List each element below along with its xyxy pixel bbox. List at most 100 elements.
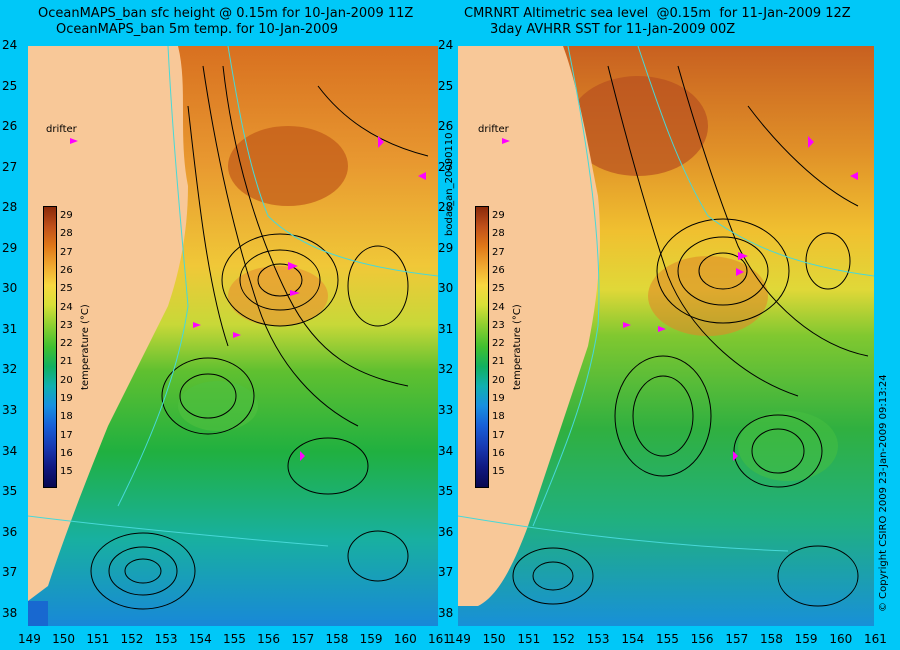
colorbar-tick: 18 bbox=[492, 411, 505, 423]
yticks-left-tick: 28 bbox=[2, 200, 18, 215]
right-map-panel bbox=[458, 46, 874, 626]
yticks-left-tick: 37 bbox=[2, 565, 18, 580]
left-map-panel bbox=[28, 46, 438, 626]
yticks-right-tick: 33 bbox=[438, 403, 454, 418]
colorbar-tick: 19 bbox=[60, 393, 73, 404]
colorbar-tick: 28 bbox=[60, 228, 73, 240]
xticks-right-tick: 152 bbox=[552, 632, 575, 646]
left-warm-core bbox=[228, 126, 348, 206]
left-drifter-marks bbox=[70, 136, 426, 461]
colorbar-tick: 20 bbox=[492, 374, 505, 386]
yticks-right-tick: 25 bbox=[438, 78, 454, 93]
left-colorbar-label: temperature (°C) bbox=[80, 304, 91, 390]
left-title-line1: OceanMAPS_ban sfc height @ 0.15m for 10-… bbox=[38, 6, 414, 21]
left-sst-contours bbox=[28, 46, 438, 547]
yticks-left-tick: 29 bbox=[2, 240, 18, 255]
xticks-left-tick: 150 bbox=[52, 632, 76, 646]
colorbar-tick: 16 bbox=[60, 447, 73, 459]
yticks-left-tick: 35 bbox=[2, 484, 18, 499]
yticks-left-tick: 36 bbox=[2, 524, 18, 539]
right-drifter-label: drifter bbox=[478, 124, 509, 135]
xticks-right-tick: 149 bbox=[448, 632, 471, 646]
yticks-right-tick: 36 bbox=[438, 524, 454, 539]
left-title-line2: OceanMAPS_ban 5m temp. for 10-Jan-2009 bbox=[56, 22, 338, 37]
left-ssh-contours bbox=[90, 65, 429, 610]
left-colorbar bbox=[43, 206, 57, 488]
right-title-line1: CMRNRT Altimetric sea level @0.15m for 1… bbox=[464, 6, 851, 21]
colorbar-tick: 17 bbox=[60, 429, 73, 441]
xticks-right-tick: 160 bbox=[829, 632, 853, 646]
xticks-left-tick: 158 bbox=[325, 632, 349, 646]
left-deep-cold bbox=[28, 601, 48, 626]
xticks-left-tick: 156 bbox=[257, 632, 281, 646]
colorbar-tick: 29 bbox=[60, 210, 73, 221]
colorbar-tick: 17 bbox=[492, 429, 505, 441]
copyright-label: © Copyright CSIRO 2009 23-Jan-2009 09:13… bbox=[878, 374, 889, 612]
right-land bbox=[458, 46, 600, 606]
yticks-left-tick: 27 bbox=[2, 159, 18, 174]
colorbar-tick: 26 bbox=[492, 264, 505, 276]
xticks-left-tick: 155 bbox=[223, 632, 246, 646]
xticks-left-tick: 154 bbox=[188, 632, 212, 646]
xticks-left-tick: 152 bbox=[120, 632, 144, 646]
xticks-right-tick: 154 bbox=[621, 632, 645, 646]
xticks-right-tick: 151 bbox=[517, 632, 541, 646]
xticks-left-tick: 161 bbox=[428, 632, 451, 646]
right-map-svg bbox=[458, 46, 874, 626]
colorbar-tick: 19 bbox=[492, 393, 505, 404]
yticks-left-tick: 24 bbox=[2, 38, 18, 52]
xticks-left-tick: 153 bbox=[154, 632, 178, 646]
yticks-left-tick: 38 bbox=[2, 605, 18, 620]
right-colorbar-label: temperature (°C) bbox=[512, 304, 523, 390]
colorbar-tick: 16 bbox=[492, 447, 505, 459]
colorbar-tick: 28 bbox=[492, 228, 505, 240]
yticks-left-tick: 34 bbox=[2, 443, 18, 458]
yticks-right-tick: 35 bbox=[438, 484, 454, 499]
colorbar-tick: 21 bbox=[492, 356, 505, 368]
xticks-right-tick: 153 bbox=[586, 632, 610, 646]
right-warm-core bbox=[568, 76, 708, 176]
colorbar-tick: 22 bbox=[60, 338, 73, 350]
xticks-right-tick: 150 bbox=[482, 632, 506, 646]
yticks-right-tick: 27 bbox=[438, 159, 454, 174]
colorbar-tick: 15 bbox=[60, 466, 73, 478]
yticks-right-tick: 24 bbox=[438, 38, 454, 52]
colorbar-tick: 20 bbox=[60, 374, 73, 386]
colorbar-tick: 15 bbox=[492, 466, 505, 478]
left-drifter-label: drifter bbox=[46, 124, 77, 135]
right-sst-contours bbox=[458, 46, 874, 552]
yticks-right-tick: 26 bbox=[438, 119, 454, 134]
xticks-left-tick: 149 bbox=[18, 632, 41, 646]
right-title-line2: 3day AVHRR SST for 11-Jan-2009 00Z bbox=[490, 22, 736, 37]
yticks-right-tick: 29 bbox=[438, 240, 454, 255]
colorbar-tick: 25 bbox=[60, 283, 73, 295]
yticks-right-tick: 37 bbox=[438, 565, 454, 580]
left-map-svg bbox=[28, 46, 438, 626]
colorbar-tick: 27 bbox=[60, 246, 73, 258]
colorbar-tick: 27 bbox=[492, 246, 505, 258]
colorbar-tick: 18 bbox=[60, 411, 73, 423]
xticks-left-tick: 159 bbox=[359, 632, 383, 646]
right-drifter-marks bbox=[502, 136, 858, 461]
colorbar-tick: 29 bbox=[492, 210, 505, 221]
yticks-left-tick: 30 bbox=[2, 281, 18, 296]
yticks-left-tick: 33 bbox=[2, 403, 18, 418]
yticks-right-tick: 32 bbox=[438, 362, 454, 377]
colorbar-tick: 24 bbox=[492, 301, 505, 313]
xticks-right-tick: 156 bbox=[690, 632, 714, 646]
yticks-left-tick: 32 bbox=[2, 362, 18, 377]
left-land bbox=[28, 46, 188, 601]
yticks-right-tick: 38 bbox=[438, 605, 454, 620]
xticks-left-tick: 160 bbox=[393, 632, 417, 646]
xticks-right-tick: 159 bbox=[794, 632, 818, 646]
colorbar-tick: 23 bbox=[492, 319, 505, 331]
colorbar-tick: 22 bbox=[492, 338, 505, 350]
bodas-run-label: bodas_an_20090110 bbox=[444, 132, 455, 236]
yticks-right-tick: 30 bbox=[438, 281, 454, 296]
colorbar-tick: 23 bbox=[60, 319, 73, 331]
xticks-right-tick: 158 bbox=[760, 632, 783, 646]
right-ssh-contours bbox=[512, 65, 869, 607]
yticks-left-tick: 31 bbox=[2, 321, 18, 336]
colorbar-tick: 26 bbox=[60, 264, 73, 276]
xticks-right-tick: 161 bbox=[864, 632, 887, 646]
